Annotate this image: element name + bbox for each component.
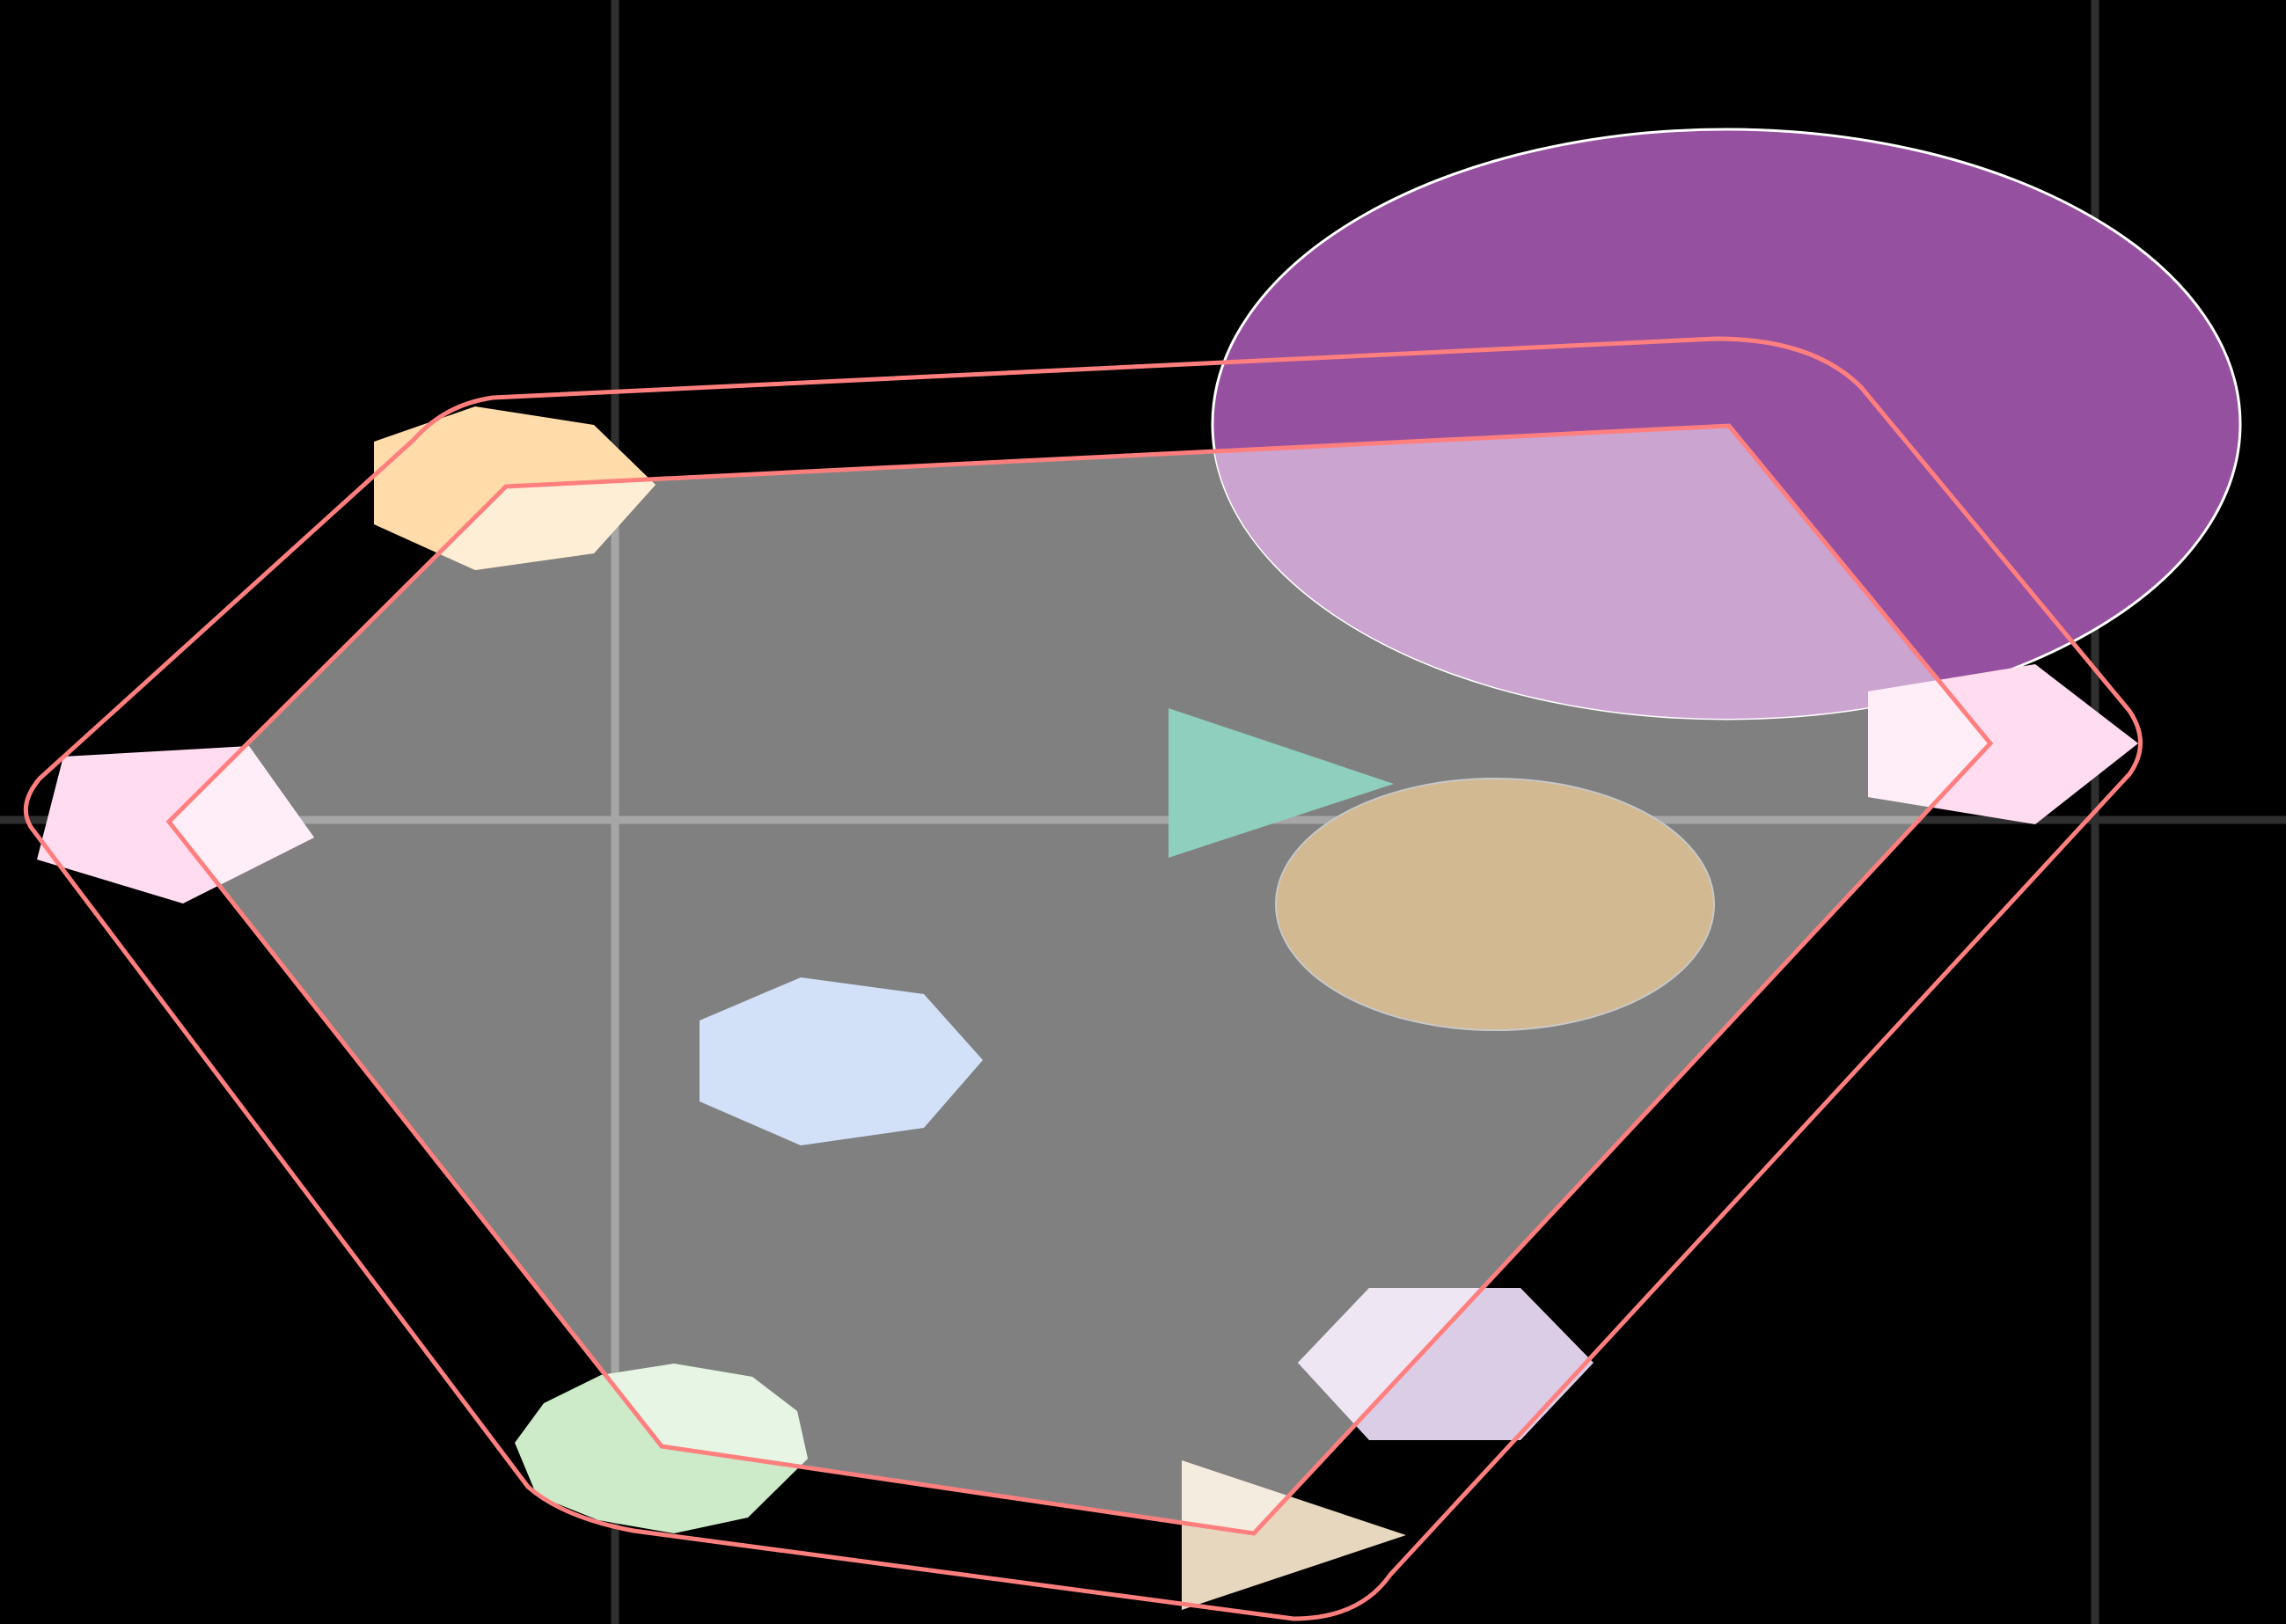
teal-triangle[interactable] bbox=[1169, 708, 1394, 858]
pink-left-pentagon-overlap-fill bbox=[169, 746, 314, 903]
pink-right-pentagon-overlap-fill bbox=[1868, 664, 1990, 824]
selection-outline-outer[interactable] bbox=[23, 336, 2143, 1621]
tan-ellipse[interactable] bbox=[1275, 778, 1715, 1031]
selection-fill[interactable] bbox=[169, 426, 1990, 1533]
blue-octagon[interactable] bbox=[700, 977, 983, 1145]
selection-outline-inner[interactable] bbox=[165, 423, 1994, 1536]
beige-triangle-overlap bbox=[1182, 1460, 1406, 1533]
pink-left-pentagon-overlap bbox=[169, 746, 314, 903]
beige-triangle-overlap-fill bbox=[1182, 1460, 1406, 1533]
pink-right-pentagon-overlap bbox=[1868, 664, 1990, 824]
